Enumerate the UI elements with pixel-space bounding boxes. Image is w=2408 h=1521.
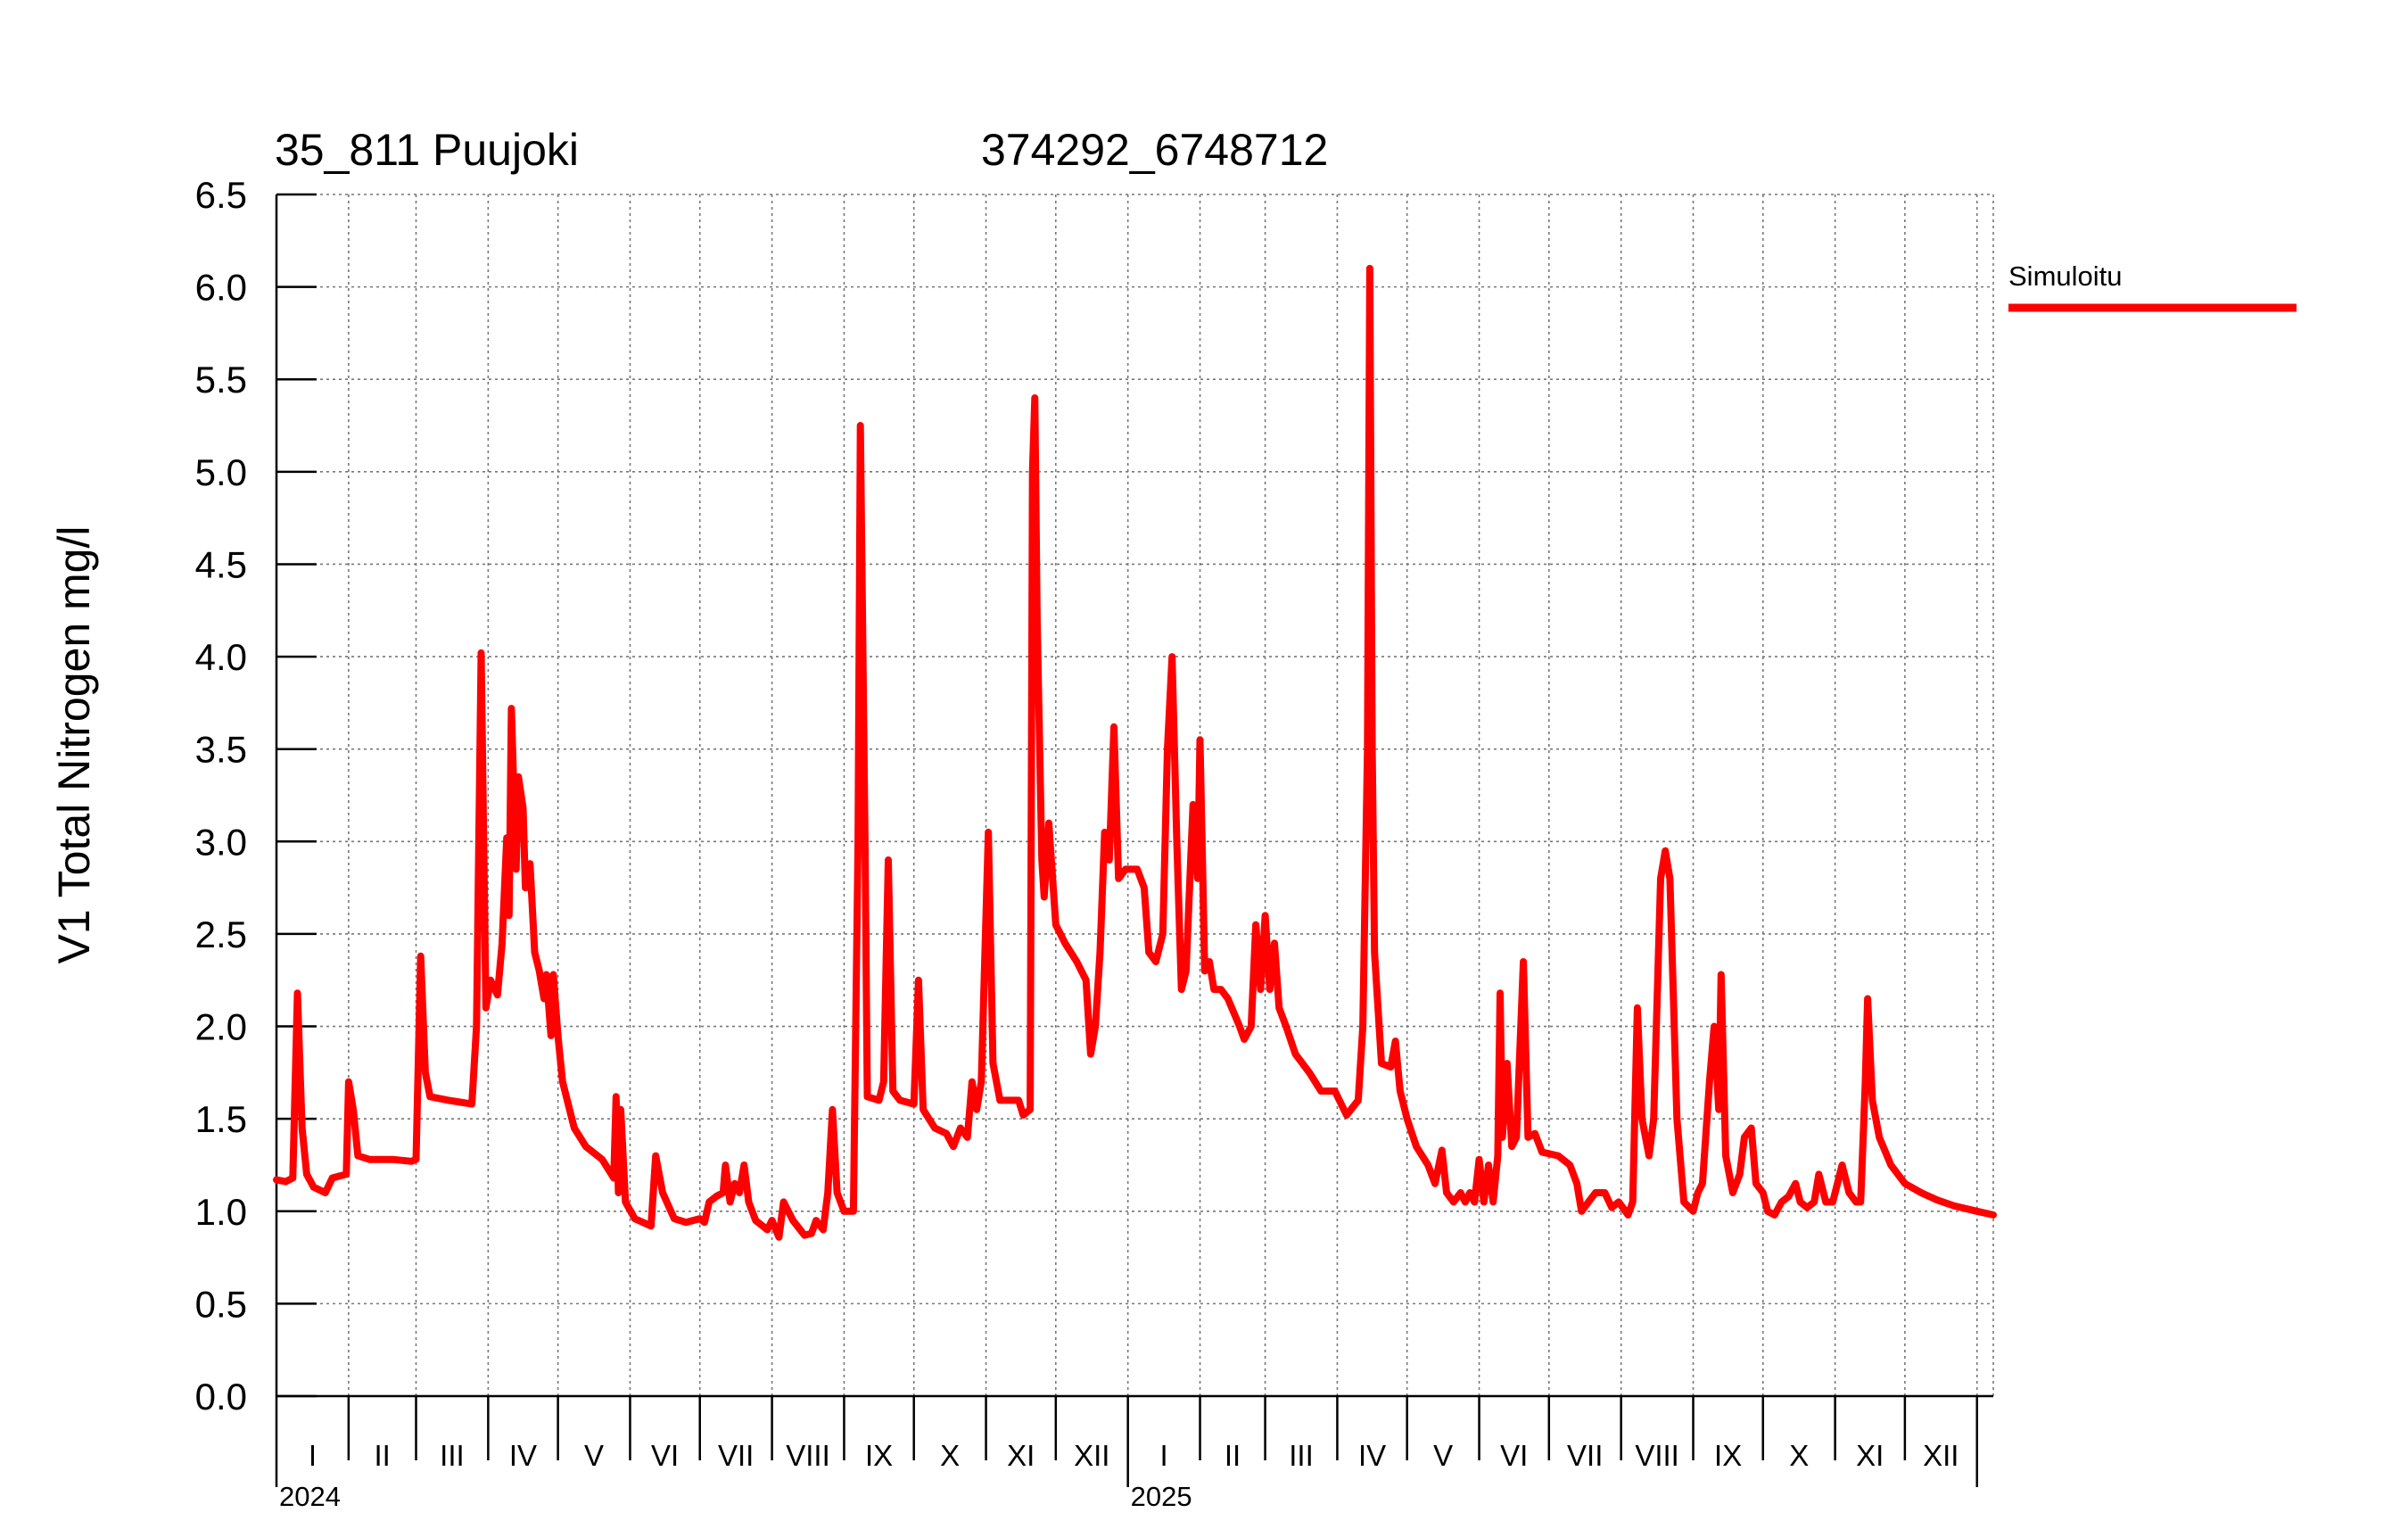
series-layer	[273, 264, 1997, 1241]
month-label: XI	[1007, 1439, 1035, 1472]
month-label: VI	[1500, 1439, 1528, 1472]
month-label: I	[309, 1439, 317, 1472]
month-label: IX	[865, 1439, 893, 1472]
month-label: X	[940, 1439, 960, 1472]
y-tick-label: 4.0	[195, 636, 247, 678]
y-tick-label: 2.5	[195, 913, 247, 955]
month-label: III	[440, 1439, 465, 1472]
month-label: VI	[651, 1439, 679, 1472]
month-label: III	[1289, 1439, 1314, 1472]
month-label: VIII	[1635, 1439, 1679, 1472]
y-tick-label: 0.5	[195, 1283, 247, 1325]
y-tick-label: 6.0	[195, 267, 247, 309]
y-tick-label: 5.0	[195, 451, 247, 493]
month-label: XII	[1923, 1439, 1959, 1472]
month-label: VII	[718, 1439, 754, 1472]
month-label: I	[1160, 1439, 1168, 1472]
grid	[276, 194, 1994, 1396]
month-label: IX	[1714, 1439, 1742, 1472]
month-label: IV	[1358, 1439, 1386, 1472]
chart-title: 35_811 Puujoki	[275, 125, 579, 175]
axes: 0.0 0.5 1.0 1.5 2.0 2.5 3.0 3.5 4.0 4.5 5.0 5.5 6.0 6…	[195, 174, 1993, 1512]
y-tick-label: 3.5	[195, 729, 247, 771]
y-tick-label: 4.5	[195, 543, 247, 585]
month-label: V	[584, 1439, 604, 1472]
chart-subtitle: 374292_6748712	[981, 125, 1328, 175]
month-label: VIII	[786, 1439, 830, 1472]
year-label: 2024	[279, 1481, 341, 1512]
month-label: V	[1433, 1439, 1453, 1472]
series-line-simuloitu	[273, 264, 1997, 1241]
y-tick-label: 6.5	[195, 174, 247, 216]
month-label: IV	[509, 1439, 537, 1472]
y-tick-label: 5.5	[195, 359, 247, 401]
y-tick-label: 0.0	[195, 1376, 247, 1418]
month-label: II	[375, 1439, 391, 1472]
y-axis-label: V1 Total Nitrogen mg/l	[49, 526, 99, 964]
legend: Simuloitu	[2008, 260, 2297, 312]
month-label: VII	[1567, 1439, 1603, 1472]
y-tick-label: 2.0	[195, 1006, 247, 1048]
y-tick-label: 1.0	[195, 1191, 247, 1233]
year-label: 2025	[1131, 1481, 1192, 1512]
legend-label: Simuloitu	[2008, 260, 2123, 292]
month-label: X	[1789, 1439, 1809, 1472]
y-tick-label: 1.5	[195, 1098, 247, 1140]
month-label: XI	[1856, 1439, 1884, 1472]
month-label: XII	[1074, 1439, 1109, 1472]
y-tick-label: 3.0	[195, 821, 247, 863]
month-label: II	[1225, 1439, 1241, 1472]
